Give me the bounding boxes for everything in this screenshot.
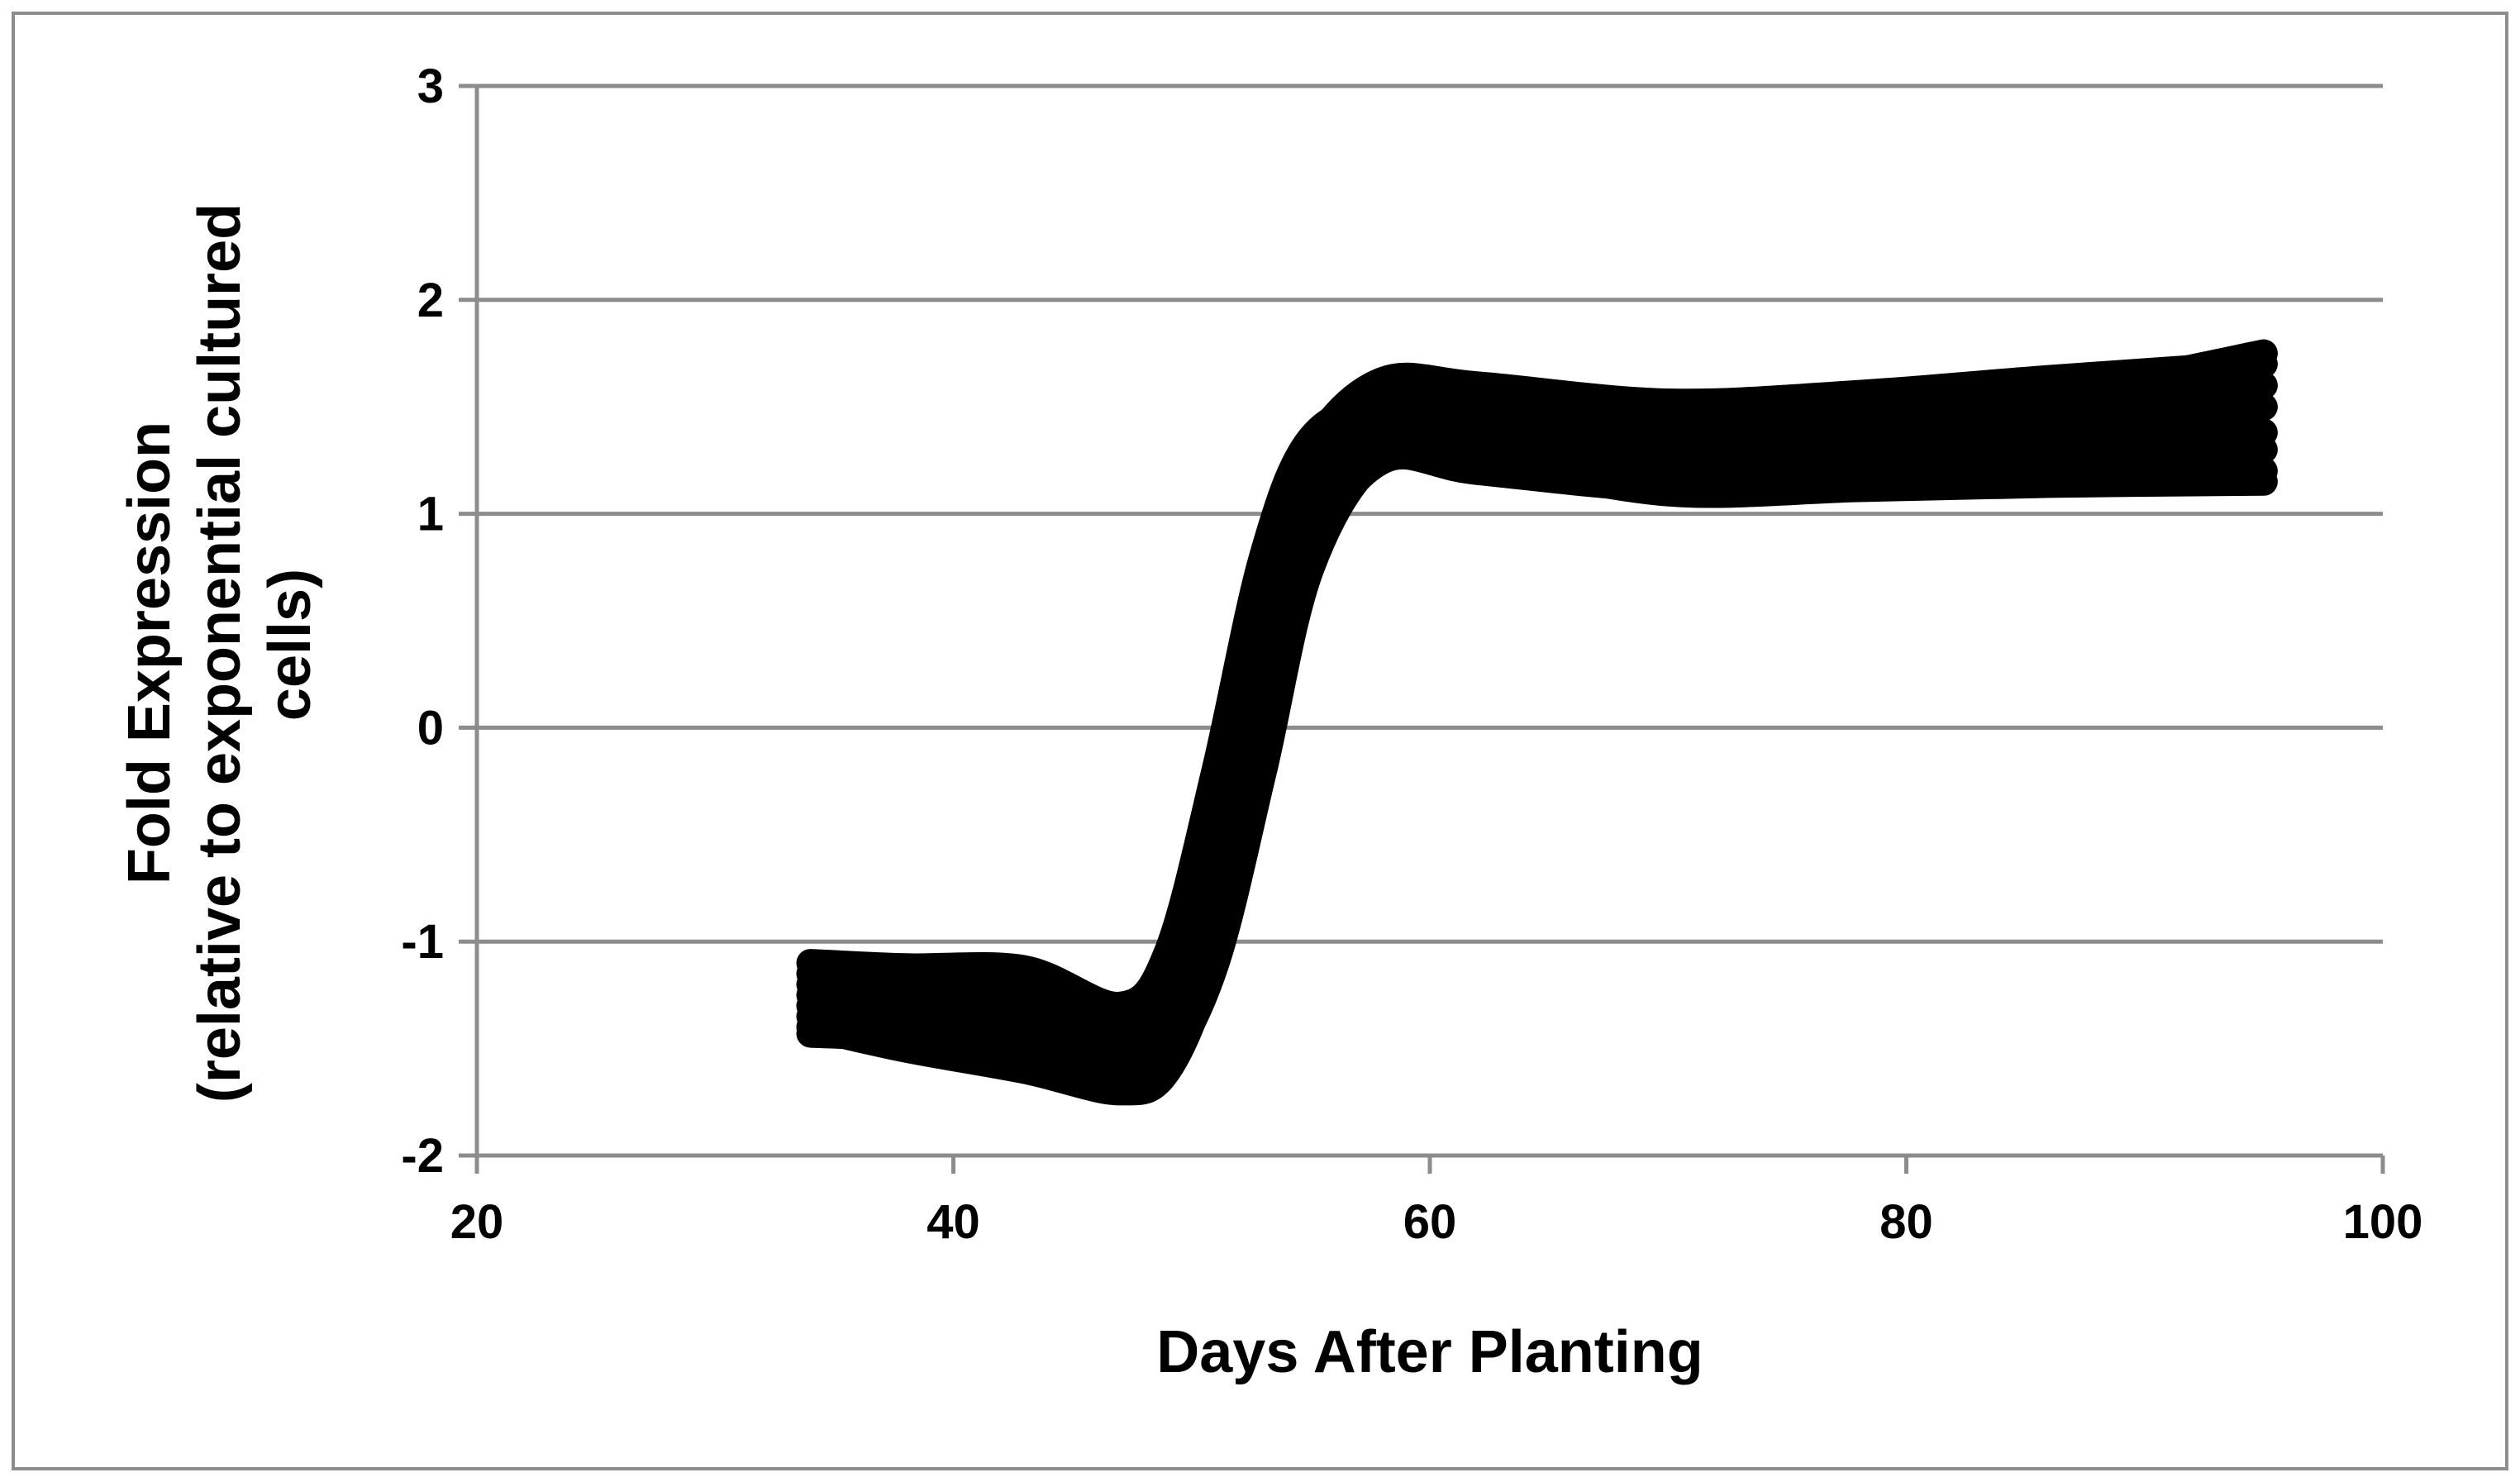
x-tick-label-40: 40 <box>927 1195 980 1249</box>
x-tick-label-100: 100 <box>2343 1195 2423 1249</box>
y-tick-label-3: 3 <box>417 60 444 113</box>
y-axis-title: Fold Expression (relative to exponential… <box>117 187 323 1103</box>
y-tick-labels: -2 -1 0 1 2 3 <box>401 60 444 1183</box>
grid-lines <box>459 83 2383 944</box>
y-tick-label--2: -2 <box>401 1129 444 1183</box>
y-tick-label-2: 2 <box>417 274 444 327</box>
series-line-8 <box>796 433 2278 1089</box>
series-lines <box>796 339 2278 1106</box>
y-tick-label--1: -1 <box>401 915 444 969</box>
axes <box>459 86 2385 1174</box>
y-tick-label-1: 1 <box>417 488 444 541</box>
y-axis-title-line-3: cells) <box>257 569 323 721</box>
x-tick-label-80: 80 <box>1879 1195 1933 1249</box>
x-tick-label-20: 20 <box>450 1195 504 1249</box>
y-axis-title-line-1: Fold Expression <box>117 422 183 884</box>
x-tick-labels: 20 40 60 80 100 <box>450 1195 2423 1249</box>
x-tick-label-60: 60 <box>1403 1195 1457 1249</box>
y-axis-title-line-2: (relative to exponential cultured <box>187 203 253 1103</box>
x-axis-title: Days After Planting <box>1156 1319 1703 1385</box>
y-tick-label-0: 0 <box>417 701 444 755</box>
